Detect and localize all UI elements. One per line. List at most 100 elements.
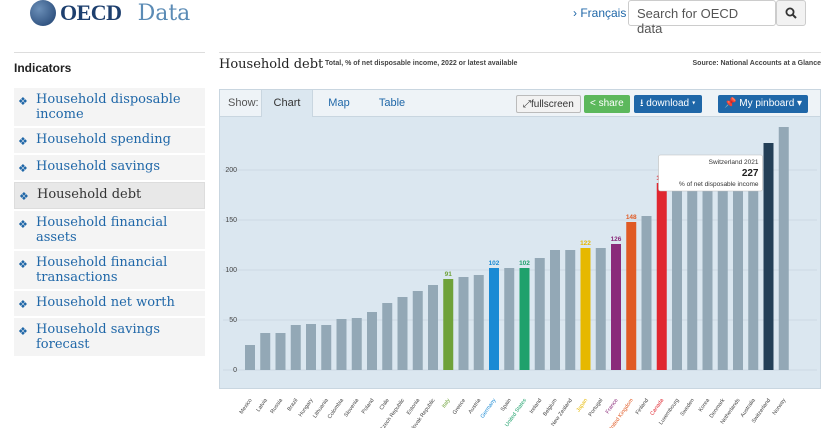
indicator-icon: ❖: [19, 190, 29, 203]
share-label: share: [598, 98, 624, 109]
bar: [397, 297, 408, 370]
indicator-icon: ❖: [18, 162, 28, 175]
bar: [717, 160, 728, 370]
sidebar-item-household-financial-transactions[interactable]: ❖ Household financial transactions: [14, 251, 205, 289]
bar: [443, 279, 454, 370]
x-tick-label: Germany: [480, 398, 498, 420]
x-tick-label: France: [605, 398, 620, 415]
x-tick-label: Italy: [441, 398, 452, 410]
bar: [565, 250, 576, 370]
sidebar-item-label: Household financial assets: [36, 215, 168, 245]
language-link[interactable]: › Français: [573, 6, 627, 20]
bar: [763, 143, 774, 370]
bar: [519, 268, 530, 370]
x-tick-label: Greece: [452, 398, 467, 416]
sidebar-item-label: Household financial transactions: [36, 255, 168, 285]
y-tick-label: 0: [233, 367, 237, 374]
bar: [534, 258, 545, 370]
indicator-icon: ❖: [18, 258, 28, 271]
x-tick-label: Portugal: [588, 398, 605, 418]
bar: [687, 170, 698, 370]
sidebar-item-label: Household savings: [36, 159, 161, 174]
bar: [733, 160, 743, 370]
x-tick-label: Chile: [379, 398, 391, 412]
bar: [656, 183, 667, 370]
tab-chart[interactable]: Chart: [261, 90, 313, 117]
x-tick-label: Sweden: [680, 398, 696, 418]
share-button[interactable]: < share: [584, 95, 630, 113]
sidebar-item-household-savings-forecast[interactable]: ❖ Household savings forecast: [14, 318, 205, 356]
x-tick-label: Norway: [772, 398, 788, 417]
download-button[interactable]: ⭳ download ▾: [634, 95, 702, 113]
oecd-logo[interactable]: OECD Data: [30, 0, 190, 26]
pinboard-button[interactable]: 📌 My pinboard ▾: [718, 95, 809, 113]
x-tick-label: Spain: [500, 398, 513, 413]
search-icon: [785, 7, 797, 19]
sidebar-item-household-net-worth[interactable]: ❖ Household net worth: [14, 291, 205, 316]
share-icon: <: [590, 98, 599, 109]
view-tabs: Show: Chart Map Table ⤢fullscreen < shar…: [220, 90, 820, 117]
bar: [702, 165, 713, 370]
data-label: 148: [626, 214, 637, 221]
download-label: download: [646, 98, 690, 109]
tooltip-title: Switzerland 2021: [709, 159, 759, 166]
y-tick-label: 150: [225, 217, 237, 224]
bar: [260, 333, 271, 370]
indicator-source: Source: National Accounts at a Glance: [692, 60, 822, 67]
chevron-down-icon: ▾: [794, 98, 803, 109]
pin-icon: 📌: [724, 98, 740, 109]
indicator-icon: ❖: [18, 325, 28, 338]
bar: [412, 291, 423, 370]
x-tick-label: Russia: [270, 397, 285, 415]
sidebar-title: Indicators: [14, 52, 205, 75]
bar: [306, 324, 316, 370]
x-tick-label: Poland: [361, 398, 376, 415]
tooltip-unit: % of net disposable income: [679, 181, 759, 188]
y-tick-label: 100: [225, 267, 237, 274]
search-button[interactable]: [776, 0, 806, 26]
bar: [351, 318, 362, 370]
tab-table[interactable]: Table: [378, 97, 406, 109]
data-label: 122: [580, 240, 591, 247]
sidebar-item-household-disposable-income[interactable]: ❖ Household disposable income: [14, 88, 205, 126]
sidebar-item-household-debt[interactable]: ❖ Household debt: [14, 182, 205, 209]
sidebar-item-household-spending[interactable]: ❖ Household spending: [14, 128, 205, 153]
sidebar-list: ❖ Household disposable income ❖ Household …: [14, 88, 205, 358]
bar: [245, 345, 255, 370]
x-tick-label: Colombia: [327, 397, 346, 420]
bar: [550, 250, 560, 370]
x-tick-label: Japan: [576, 398, 590, 414]
fullscreen-label: fullscreen: [531, 99, 574, 110]
indicator-icon: ❖: [18, 298, 28, 311]
top-bar: OECD Data › Français Search for OECD dat…: [0, 0, 832, 36]
x-tick-label: Korea: [698, 397, 712, 413]
indicator-subtitle: Total, % of net disposable income, 2022 …: [325, 60, 518, 67]
sidebar-item-household-financial-assets[interactable]: ❖ Household financial assets: [14, 211, 205, 249]
bar: [641, 216, 652, 370]
sidebar-item-label: Household net worth: [36, 295, 175, 310]
globe-icon: [30, 0, 56, 26]
x-tick-label: Finland: [635, 398, 650, 416]
indicator-header: Household debt Total, % of net disposabl…: [219, 52, 821, 74]
sidebar-item-label: Household savings forecast: [36, 322, 161, 352]
fullscreen-icon: ⤢: [523, 99, 531, 110]
download-icon: ⭳: [640, 98, 647, 109]
fullscreen-button[interactable]: ⤢fullscreen: [516, 95, 581, 113]
site-section-title: Data: [137, 0, 191, 26]
bar: [672, 178, 682, 370]
data-label: 126: [611, 236, 622, 243]
bar: [778, 127, 789, 370]
search-input[interactable]: Search for OECD data: [628, 0, 776, 36]
bar: [504, 268, 515, 370]
bar: [626, 222, 637, 370]
x-tick-label: Slovenia: [343, 397, 361, 418]
indicator-title: Household debt: [219, 57, 324, 72]
data-label: 102: [489, 260, 500, 267]
bar: [428, 285, 438, 370]
bar: [321, 325, 332, 370]
sidebar-item-household-savings[interactable]: ❖ Household savings: [14, 155, 205, 180]
tab-map[interactable]: Map: [328, 97, 350, 109]
sidebar-item-label: Household spending: [36, 132, 171, 147]
tooltip-value: 227: [742, 168, 759, 179]
